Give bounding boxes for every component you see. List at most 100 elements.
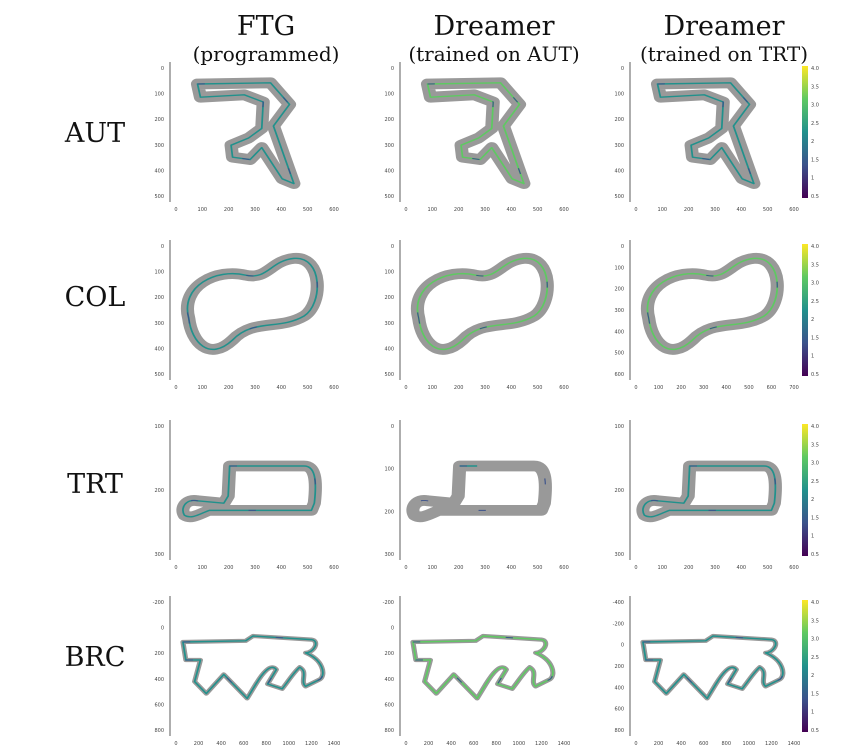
x-tick-label: 0 xyxy=(634,741,637,747)
colorbar-tick-label: 1 xyxy=(811,176,814,182)
y-tick-label: 200 xyxy=(614,287,624,293)
y-tick-label: 400 xyxy=(384,346,394,352)
x-tick-label: 0 xyxy=(174,385,177,391)
panel-aut-2: 0 100 200 300 400 500 0 100 200 300 400 500 600 4.0 3.… xyxy=(614,62,819,213)
y-tick-label: 200 xyxy=(614,664,624,670)
trajectory-line xyxy=(182,635,324,700)
y-tick-label: 200 xyxy=(154,117,164,123)
x-tick-label: 200 xyxy=(654,741,664,747)
y-tick-label: 300 xyxy=(384,552,394,558)
x-tick-label: 400 xyxy=(722,385,732,391)
y-tick-label: 400 xyxy=(154,168,164,174)
y-tick-label: 100 xyxy=(384,92,394,98)
x-tick-label: 400 xyxy=(737,207,747,213)
y-tick-label: 400 xyxy=(384,168,394,174)
y-tick-label: 300 xyxy=(614,308,624,314)
x-tick-label: 400 xyxy=(216,741,226,747)
x-tick-label: 200 xyxy=(224,207,234,213)
y-tick-label: 0 xyxy=(621,66,624,72)
y-tick-label: 400 xyxy=(614,168,624,174)
colorbar-tick-label: 2.5 xyxy=(811,121,819,127)
y-tick-label: 300 xyxy=(384,143,394,149)
colorbar-tick-label: 3.0 xyxy=(811,281,819,287)
x-tick-label: 300 xyxy=(699,385,709,391)
x-tick-label: 600 xyxy=(559,565,569,571)
x-tick-label: 300 xyxy=(250,565,260,571)
y-tick-label: 500 xyxy=(154,372,164,378)
x-tick-label: 300 xyxy=(710,207,720,213)
x-tick-label: 1400 xyxy=(558,741,571,747)
colorbar-tick-label: 1 xyxy=(811,710,814,716)
colorbar-tick-label: 1.5 xyxy=(811,157,819,163)
y-tick-label: 400 xyxy=(614,685,624,691)
y-tick-label: 500 xyxy=(384,372,394,378)
y-tick-label: 400 xyxy=(614,329,624,335)
x-tick-label: 200 xyxy=(676,385,686,391)
colorbar xyxy=(802,424,808,556)
x-tick-label: 600 xyxy=(469,741,479,747)
y-tick-label: 0 xyxy=(161,66,164,72)
column-title-main: FTG xyxy=(236,11,296,42)
panel-trt-0: 100 200 300 0 100 200 300 400 500 600 xyxy=(154,420,339,571)
x-tick-label: 100 xyxy=(428,385,438,391)
column-title-dreamer-aut: Dreamer (trained on AUT) xyxy=(394,12,594,67)
panel-col-0: 0 100 200 300 400 500 0 100 200 300 400 500 600 xyxy=(154,240,339,391)
x-tick-label: 600 xyxy=(699,741,709,747)
x-tick-label: 200 xyxy=(454,207,464,213)
panel-col-2: 0 100 200 300 400 500 600 0 100 200 300 400 500 600 70… xyxy=(614,240,819,391)
trajectory-slow-segments xyxy=(186,257,318,350)
x-tick-label: 200 xyxy=(194,741,204,747)
y-tick-label: 100 xyxy=(614,92,624,98)
y-tick-label: 400 xyxy=(154,346,164,352)
column-title-sub: (trained on AUT) xyxy=(408,42,580,66)
y-tick-label: 200 xyxy=(384,651,394,657)
x-tick-label: 0 xyxy=(404,385,407,391)
y-tick-label: 300 xyxy=(384,321,394,327)
colorbar-tick-label: 2 xyxy=(811,317,814,323)
x-tick-label: 500 xyxy=(533,565,543,571)
y-tick-label: 0 xyxy=(161,626,164,632)
x-tick-label: 200 xyxy=(224,565,234,571)
colorbar-tick-label: 0.5 xyxy=(811,372,819,378)
trajectory-line xyxy=(412,635,554,700)
x-tick-label: 0 xyxy=(634,565,637,571)
colorbar-tick-label: 0.5 xyxy=(811,552,819,558)
x-tick-label: 100 xyxy=(198,565,208,571)
column-title-sub: (trained on TRT) xyxy=(639,42,809,66)
y-tick-label: 200 xyxy=(154,651,164,657)
x-tick-label: 100 xyxy=(658,207,668,213)
track-surface xyxy=(650,77,761,189)
y-tick-label: 200 xyxy=(384,117,394,123)
x-tick-label: 600 xyxy=(329,207,339,213)
colorbar-tick-label: 2 xyxy=(811,139,814,145)
x-tick-label: 500 xyxy=(303,565,313,571)
x-tick-label: 0 xyxy=(404,741,407,747)
y-tick-label: 300 xyxy=(614,552,624,558)
x-tick-label: 1400 xyxy=(788,741,801,747)
x-tick-label: 100 xyxy=(658,565,668,571)
x-tick-label: 1000 xyxy=(282,741,295,747)
y-tick-label: 500 xyxy=(384,194,394,200)
y-tick-label: 100 xyxy=(154,270,164,276)
track-surface xyxy=(640,252,784,355)
trajectory-line xyxy=(642,465,777,518)
x-tick-label: 500 xyxy=(303,385,313,391)
y-tick-label: -400 xyxy=(613,600,624,606)
row-label-brc: BRC xyxy=(64,642,126,673)
x-tick-label: 0 xyxy=(634,385,637,391)
x-tick-label: 1200 xyxy=(765,741,778,747)
colorbar-tick-label: 4.0 xyxy=(811,424,819,430)
y-tick-label: 100 xyxy=(614,265,624,271)
x-tick-label: 600 xyxy=(767,385,777,391)
trajectory-line xyxy=(196,82,295,185)
panel-trt-1: 0 100 200 300 0 100 200 300 400 500 600 xyxy=(384,420,569,571)
colorbar-tick-label: 2.5 xyxy=(811,655,819,661)
colorbar-tick-label: 0.5 xyxy=(811,194,819,200)
x-tick-label: 400 xyxy=(676,741,686,747)
y-tick-label: 200 xyxy=(384,509,394,515)
x-tick-label: 300 xyxy=(250,385,260,391)
trajectory-slow-segments xyxy=(416,257,548,350)
y-tick-label: 200 xyxy=(154,488,164,494)
x-tick-label: 600 xyxy=(559,207,569,213)
